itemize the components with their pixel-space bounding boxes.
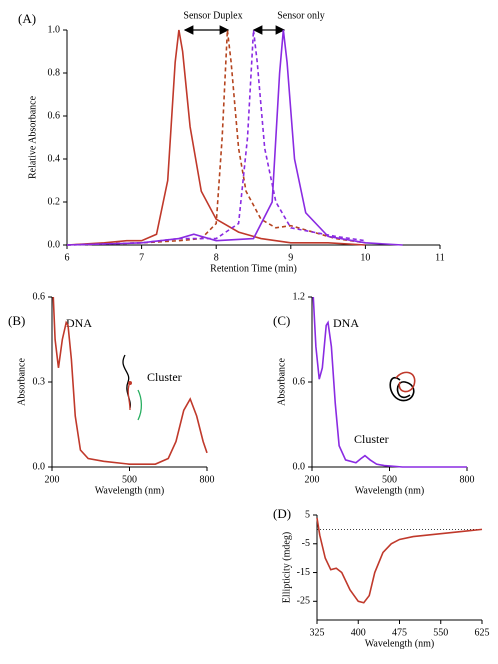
y-axis-label: Relative Absorbance bbox=[27, 95, 38, 179]
y-tick-label: 5 bbox=[305, 509, 310, 520]
x-tick-label: 800 bbox=[200, 474, 215, 485]
annotation: Cluster bbox=[147, 370, 182, 384]
line-series bbox=[66, 29, 366, 246]
cluster-icon bbox=[389, 371, 416, 402]
x-tick-label: 7 bbox=[139, 252, 144, 263]
annotation: Sensor only bbox=[277, 10, 325, 21]
x-axis-label: Wavelength (nm) bbox=[95, 485, 164, 496]
y-tick-label: 1.2 bbox=[293, 291, 306, 302]
x-tick-label: 10 bbox=[360, 252, 370, 263]
x-tick-label: 9 bbox=[288, 252, 293, 263]
x-axis-label: Wavelength (nm) bbox=[355, 485, 424, 496]
line-series bbox=[52, 296, 208, 465]
panel-label: (C) bbox=[273, 313, 290, 328]
panel-label: (A) bbox=[18, 11, 36, 26]
y-tick-label: 0.0 bbox=[48, 239, 61, 250]
x-tick-label: 400 bbox=[351, 627, 366, 638]
line-series bbox=[66, 29, 366, 246]
x-tick-label: 500 bbox=[122, 474, 137, 485]
y-tick-label: -15 bbox=[297, 567, 310, 578]
x-tick-label: 500 bbox=[382, 474, 397, 485]
line-series bbox=[66, 29, 366, 246]
y-tick-label: 0.6 bbox=[33, 291, 46, 302]
y-axis-label: Ellipticity (mdeg) bbox=[281, 532, 292, 603]
x-tick-label: 550 bbox=[433, 627, 448, 638]
x-tick-label: 800 bbox=[460, 474, 475, 485]
x-tick-label: 8 bbox=[214, 252, 219, 263]
y-tick-label: 0.0 bbox=[33, 461, 46, 472]
panel-label: (B) bbox=[8, 313, 25, 328]
x-tick-label: 200 bbox=[305, 474, 320, 485]
annotation: Cluster bbox=[354, 432, 389, 446]
y-tick-label: 0.2 bbox=[48, 196, 61, 207]
y-tick-label: 0.3 bbox=[33, 376, 46, 387]
line-series bbox=[316, 517, 483, 604]
y-axis-label: Absorbance bbox=[16, 358, 27, 406]
line-series bbox=[312, 296, 467, 468]
x-tick-label: 200 bbox=[45, 474, 60, 485]
annotation: DNA bbox=[333, 316, 359, 330]
y-axis-label: Absorbance bbox=[276, 358, 287, 406]
y-tick-label: 0.6 bbox=[293, 376, 306, 387]
x-tick-label: 325 bbox=[310, 627, 325, 638]
x-tick-label: 11 bbox=[435, 252, 445, 263]
annotation: DNA bbox=[66, 316, 92, 330]
y-tick-label: -5 bbox=[302, 538, 310, 549]
y-tick-label: 0.4 bbox=[48, 153, 61, 164]
x-tick-label: 6 bbox=[65, 252, 70, 263]
panel-label: (D) bbox=[273, 506, 291, 521]
y-tick-label: 1.0 bbox=[48, 24, 61, 35]
x-tick-label: 625 bbox=[475, 627, 490, 638]
x-axis-label: Wavelength (nm) bbox=[365, 638, 434, 649]
y-tick-label: 0.8 bbox=[48, 67, 61, 78]
annotation: Sensor Duplex bbox=[183, 10, 242, 21]
x-axis-label: Retention Time (min) bbox=[210, 263, 297, 274]
y-tick-label: -25 bbox=[297, 596, 310, 607]
x-tick-label: 475 bbox=[392, 627, 407, 638]
y-tick-label: 0.0 bbox=[293, 461, 306, 472]
y-tick-label: 0.6 bbox=[48, 110, 61, 121]
line-series bbox=[66, 29, 403, 246]
dna-icon bbox=[122, 354, 143, 421]
